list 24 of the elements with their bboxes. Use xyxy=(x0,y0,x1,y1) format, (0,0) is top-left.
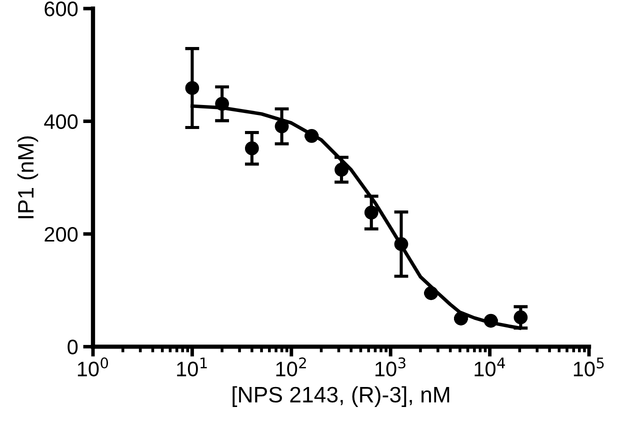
point xyxy=(454,312,468,326)
point xyxy=(274,119,289,134)
x-tick-label: 10$^{3}$ xyxy=(376,357,406,376)
x-tick-label: 10$^{5}$ xyxy=(574,358,604,376)
y-axis-title: IP1 (nM) xyxy=(17,136,38,218)
y-tick-label: 0 xyxy=(68,340,78,354)
point xyxy=(364,206,378,220)
x-tick-label: 10$^{4}$ xyxy=(474,358,505,376)
y-tick-label: 200 xyxy=(44,226,78,242)
x-tick-label: 10$^{2}$ xyxy=(276,357,306,376)
point xyxy=(244,141,259,156)
point xyxy=(304,128,319,143)
x-tick-label: 10$^{1}$ xyxy=(177,358,207,376)
y-tick-label: 600 xyxy=(44,2,78,16)
point xyxy=(185,81,200,95)
x-tick-label: 10$^{0}$ xyxy=(78,357,108,376)
point xyxy=(215,96,230,111)
point xyxy=(424,286,438,300)
x-axis-title: [NPS 2143, (R)-3], nM xyxy=(232,386,450,407)
point xyxy=(514,310,528,324)
point xyxy=(334,162,348,177)
point xyxy=(484,314,498,328)
y-tick-label: 400 xyxy=(44,114,78,130)
point xyxy=(394,237,408,252)
